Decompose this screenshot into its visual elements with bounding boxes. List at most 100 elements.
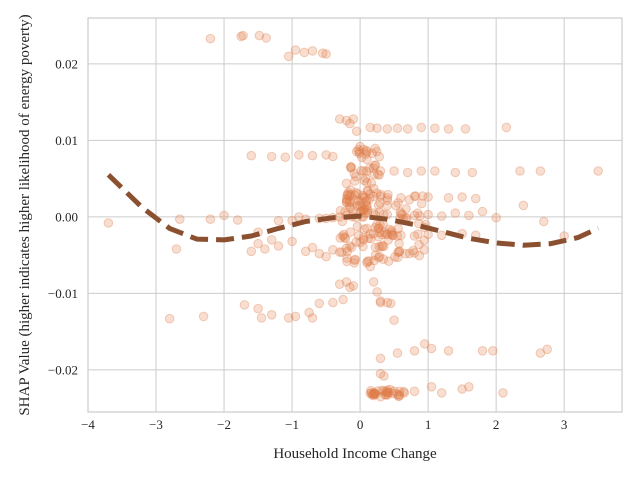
scatter-point xyxy=(370,250,381,261)
scatter-point xyxy=(464,382,474,392)
scatter-point xyxy=(381,386,392,397)
scatter-point xyxy=(375,296,386,306)
scatter-point xyxy=(358,205,369,216)
scatter-point xyxy=(164,313,175,324)
scatter-point xyxy=(376,189,386,200)
scatter-point xyxy=(345,241,355,251)
scatter-point xyxy=(379,227,389,237)
scatter-point xyxy=(358,233,369,243)
scatter-point xyxy=(470,193,481,204)
scatter-point xyxy=(266,235,277,245)
scatter-point xyxy=(535,166,546,176)
scatter-point xyxy=(409,346,420,356)
scatter-point xyxy=(368,277,379,287)
scatter-point xyxy=(373,200,384,210)
y-tick-label: 0.02 xyxy=(55,56,78,71)
scatter-point xyxy=(356,197,366,207)
scatter-point xyxy=(256,313,267,323)
scatter-point xyxy=(236,31,246,42)
scatter-point xyxy=(393,391,404,402)
scatter-point xyxy=(171,244,182,254)
scatter-point xyxy=(300,246,311,257)
scatter-point xyxy=(334,247,345,257)
scatter-point xyxy=(266,310,277,320)
scatter-point xyxy=(253,303,263,314)
scatter-point xyxy=(342,256,352,267)
scatter-point xyxy=(307,150,318,161)
scatter-point xyxy=(430,166,440,176)
scatter-point xyxy=(374,223,384,233)
scatter-point xyxy=(382,387,393,398)
scatter-point xyxy=(358,205,369,215)
scatter-point xyxy=(368,191,379,202)
x-tick-label: 3 xyxy=(561,417,568,432)
scatter-point xyxy=(395,207,406,217)
scatter-point xyxy=(366,388,377,398)
scatter-point xyxy=(409,386,420,397)
scatter-point xyxy=(410,191,421,201)
scatter-point xyxy=(342,190,353,201)
scatter-point xyxy=(396,230,406,241)
scatter-point xyxy=(345,189,356,200)
scatter-point xyxy=(436,230,447,241)
scatter-point xyxy=(402,124,413,134)
scatter-point xyxy=(373,223,384,234)
scatter-point xyxy=(372,123,382,133)
scatter-point xyxy=(307,242,318,253)
scatter-point xyxy=(417,191,428,201)
scatter-point xyxy=(342,189,353,200)
scatter-point xyxy=(273,241,284,251)
scatter-point xyxy=(401,204,411,214)
scatter-point xyxy=(371,389,381,400)
scatter-point xyxy=(396,193,406,203)
scatter-point xyxy=(419,245,430,255)
scatter-point xyxy=(334,114,345,124)
scatter-point xyxy=(423,192,433,202)
scatter-point xyxy=(409,210,420,221)
scatter-point xyxy=(426,343,437,354)
scatter-point xyxy=(393,247,403,257)
scatter-point xyxy=(356,165,367,176)
scatter-point xyxy=(379,241,389,252)
scatter-point xyxy=(361,195,372,206)
y-tick-label: 0.00 xyxy=(55,209,78,224)
scatter-point xyxy=(362,200,372,211)
x-tick-label: 0 xyxy=(357,417,364,432)
scatter-point xyxy=(436,388,447,398)
x-axis-label: Household Income Change xyxy=(273,446,437,462)
trend-line-group xyxy=(106,173,600,248)
scatter-point xyxy=(321,49,331,59)
scatter-point xyxy=(488,346,498,356)
scatter-point xyxy=(366,178,377,188)
scatter-point xyxy=(341,115,352,126)
scatter-point xyxy=(409,191,420,202)
scatter-point xyxy=(450,167,461,178)
scatter-point xyxy=(368,389,379,399)
scatter-point xyxy=(370,222,381,233)
scatter-point xyxy=(362,177,372,188)
scatter-point xyxy=(198,311,209,322)
scatter-point xyxy=(352,221,363,232)
scatter-point xyxy=(382,193,393,203)
scatter-point xyxy=(376,241,387,252)
scatter-point xyxy=(477,206,488,217)
scatter-point xyxy=(375,297,386,308)
scatter-point xyxy=(394,246,405,256)
scatter-point xyxy=(339,229,349,240)
scatter-point xyxy=(341,178,352,189)
scatter-point xyxy=(360,208,370,219)
scatter-point xyxy=(344,191,355,201)
scatter-point xyxy=(364,163,375,173)
scatter-point xyxy=(412,208,423,218)
scatter-point xyxy=(360,173,371,183)
scatter-point xyxy=(365,122,376,133)
scatter-point xyxy=(375,166,386,176)
scatter-point xyxy=(501,122,512,133)
scatter-point xyxy=(321,150,331,160)
scatter-point xyxy=(382,195,393,206)
scatter-point xyxy=(394,391,404,401)
scatter-point xyxy=(375,219,385,230)
scatter-point xyxy=(335,205,346,216)
scatter-point xyxy=(450,208,461,218)
scatter-point xyxy=(394,247,404,257)
